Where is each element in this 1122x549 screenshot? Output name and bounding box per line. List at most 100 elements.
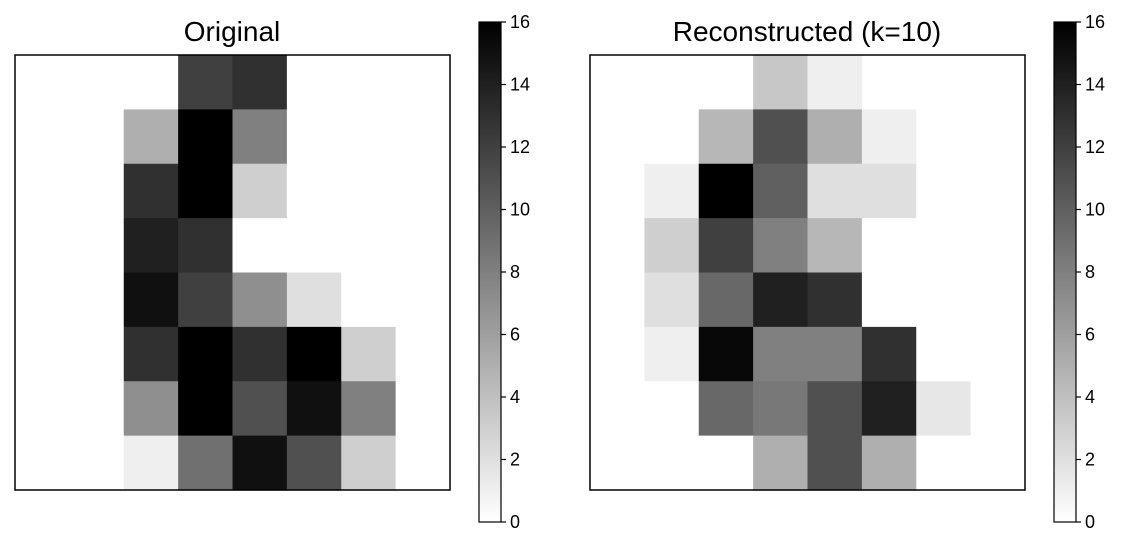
heatmap-cell (807, 218, 863, 274)
heatmap-cell (69, 218, 125, 274)
heatmap-cells (590, 55, 1026, 491)
colorbar-tick-label: 6 (1085, 325, 1095, 345)
heatmap-cell (123, 381, 179, 437)
colorbar-tick-label: 12 (1085, 137, 1105, 157)
heatmap-cell (753, 326, 809, 382)
heatmap-cell (644, 326, 700, 382)
heatmap-cell (15, 55, 70, 110)
heatmap-cell (341, 109, 397, 165)
heatmap-cell (698, 218, 754, 274)
heatmap-cell (861, 326, 917, 382)
heatmap-cell (698, 109, 754, 165)
heatmap-cell (69, 163, 125, 219)
heatmap-cell (753, 272, 809, 328)
heatmap-cell (232, 326, 288, 382)
heatmap-cell (286, 109, 342, 165)
heatmap-cell (861, 163, 917, 219)
colorbar-tick-label: 16 (1085, 12, 1105, 32)
heatmap-cell (178, 326, 234, 382)
heatmap-cell (69, 381, 125, 437)
heatmap-cell (807, 272, 863, 328)
heatmap-cell (123, 55, 179, 110)
heatmap-cell (69, 326, 125, 382)
heatmap-cell (916, 109, 972, 165)
heatmap-cell (15, 109, 70, 165)
panel-original: Original 0 2 4 6 8 10 12 14 16 (14, 12, 530, 532)
heatmap-cell (861, 55, 917, 110)
heatmap-cell (123, 109, 179, 165)
heatmap-cell (916, 163, 972, 219)
heatmap-cell (970, 272, 1026, 328)
chart-title: Reconstructed (k=10) (673, 16, 941, 47)
heatmap-cell (232, 163, 288, 219)
colorbar (478, 21, 502, 523)
heatmap-cell (698, 272, 754, 328)
heatmap-cell (916, 326, 972, 382)
heatmap-cell (644, 272, 700, 328)
heatmap-cell (753, 55, 809, 110)
heatmap-cell (232, 218, 288, 274)
heatmap-cell (15, 381, 70, 437)
heatmap-cell (395, 326, 451, 382)
heatmap-cell (590, 326, 645, 382)
colorbar-tick-label: 14 (1085, 75, 1105, 95)
colorbar-tick-label: 4 (510, 387, 520, 407)
heatmap-cell (178, 55, 234, 110)
heatmap-cell (698, 435, 754, 491)
colorbar-tick-label: 8 (1085, 262, 1095, 282)
heatmap-cell (970, 109, 1026, 165)
heatmap-cell (753, 109, 809, 165)
heatmap-cell (395, 163, 451, 219)
heatmap-cell (970, 218, 1026, 274)
colorbar-ticks: 0 2 4 6 8 10 12 14 16 (1076, 12, 1105, 532)
heatmap-cell (395, 381, 451, 437)
heatmap-cell (861, 272, 917, 328)
heatmap-cell (178, 381, 234, 437)
heatmap-cell (395, 435, 451, 491)
colorbar-tick-label: 0 (510, 512, 520, 532)
heatmap-cell (753, 381, 809, 437)
heatmap-cell (807, 55, 863, 110)
heatmap-cell (698, 381, 754, 437)
heatmap-cell (916, 55, 972, 110)
heatmap-cell (341, 272, 397, 328)
heatmap-cell (341, 218, 397, 274)
heatmap-cell (644, 218, 700, 274)
heatmap-cell (970, 435, 1026, 491)
heatmap-cell (590, 218, 645, 274)
colorbar-tick-label: 12 (510, 137, 530, 157)
heatmap-cell (69, 55, 125, 110)
colorbar-tick-label: 0 (1085, 512, 1095, 532)
panel-reconstructed: Reconstructed (k=10) 0 2 4 6 8 10 12 14 16 (589, 12, 1105, 532)
heatmap-cell (807, 381, 863, 437)
heatmap-cell (232, 55, 288, 110)
colorbar-tick-label: 8 (510, 262, 520, 282)
heatmap-cell (698, 163, 754, 219)
colorbar-tick-label: 16 (510, 12, 530, 32)
heatmap-cell (178, 109, 234, 165)
heatmap-cell (178, 218, 234, 274)
heatmap-cell (341, 163, 397, 219)
heatmap-cell (590, 163, 645, 219)
heatmap-cell (341, 326, 397, 382)
plot-frame (14, 54, 451, 491)
heatmap-cell (178, 272, 234, 328)
heatmap-cell (123, 218, 179, 274)
heatmap-cell (753, 218, 809, 274)
heatmap-cell (590, 435, 645, 491)
heatmap-cell (807, 435, 863, 491)
heatmap-cell (916, 435, 972, 491)
heatmap-cell (286, 435, 342, 491)
heatmap-cell (123, 163, 179, 219)
heatmap-cell (69, 109, 125, 165)
colorbar-tick-label: 2 (1085, 450, 1095, 470)
heatmap-cell (644, 381, 700, 437)
heatmap-cell (15, 218, 70, 274)
heatmap-cell (970, 381, 1026, 437)
colorbar-tick-label: 6 (510, 325, 520, 345)
heatmap-cell (861, 381, 917, 437)
plot-frame (589, 54, 1026, 491)
colorbar-ticks: 0 2 4 6 8 10 12 14 16 (501, 12, 530, 532)
heatmap-cell (395, 55, 451, 110)
